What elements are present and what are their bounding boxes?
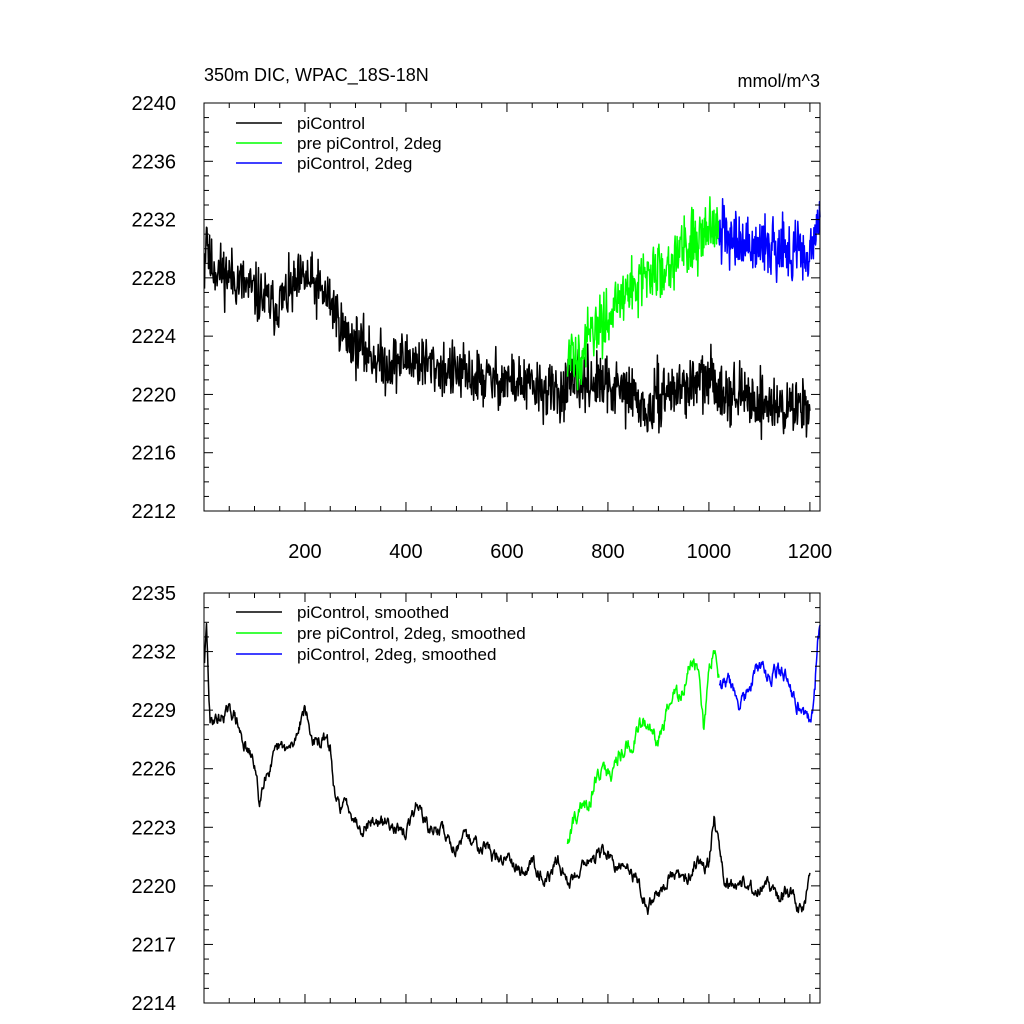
bottom-series-picontrol-smoothed: [203, 622, 811, 916]
top-series-picontrol-2deg: [718, 197, 821, 284]
top-legend-label-picontrol-2deg: piControl, 2deg: [297, 154, 412, 173]
bottom-ytick-label: 2223: [132, 817, 177, 839]
top-panel: 350m DIC, WPAC_18S-18N mmol/m^3 2212 2216…: [132, 65, 833, 563]
top-chart-units: mmol/m^3: [738, 71, 820, 91]
bottom-legend: piControl, smoothed pre piControl, 2deg,…: [236, 603, 526, 664]
top-ytick-label: 2232: [132, 210, 177, 232]
bottom-ytick-label: 2220: [132, 876, 177, 898]
top-xtick-label: 800: [591, 541, 624, 563]
bottom-series-picontrol-2deg-smoothed: [718, 624, 821, 723]
top-legend-label-pre-picontrol: pre piControl, 2deg: [297, 134, 442, 153]
bottom-tick-layer: [204, 592, 820, 1004]
top-ytick-label: 2228: [132, 268, 177, 290]
bottom-ytick-labels: 2214 2217 2220 2223 2226 2229 2232 2235: [132, 583, 177, 1015]
top-xtick-label: 200: [288, 541, 321, 563]
bottom-legend-label-picontrol-2deg-smoothed: piControl, 2deg, smoothed: [297, 645, 496, 664]
bottom-legend-label-pre-picontrol-smoothed: pre piControl, 2deg, smoothed: [297, 624, 526, 643]
top-xtick-label: 1200: [788, 541, 833, 563]
top-ytick-label: 2236: [132, 151, 177, 173]
bottom-series-layer: [203, 622, 821, 916]
top-xtick-label: 600: [490, 541, 523, 563]
bottom-ytick-label: 2235: [132, 583, 177, 605]
top-ytick-label: 2216: [132, 443, 177, 465]
top-series-pre-picontrol-2deg: [566, 196, 720, 391]
bottom-ytick-label: 2229: [132, 700, 177, 722]
bottom-ytick-label: 2232: [132, 642, 177, 664]
top-ytick-label: 2220: [132, 384, 177, 406]
top-legend: piControl pre piControl, 2deg piControl,…: [236, 114, 442, 173]
top-ytick-labels: 2212 2216 2220 2224 2228 2232 2236 2240: [132, 93, 177, 523]
bottom-panel: 2214 2217 2220 2223 2226 2229 2232 2235 piContr…: [132, 583, 821, 1015]
top-plot-frame: [203, 102, 821, 512]
bottom-ytick-label: 2217: [132, 934, 177, 956]
bottom-plot-frame: [203, 592, 821, 1004]
bottom-ytick-label: 2226: [132, 759, 177, 781]
bottom-legend-label-picontrol-smoothed: piControl, smoothed: [297, 603, 449, 622]
top-xtick-label: 400: [389, 541, 422, 563]
top-chart-title: 350m DIC, WPAC_18S-18N: [204, 65, 429, 86]
top-ytick-label: 2240: [132, 93, 177, 115]
bottom-series-pre-picontrol-2deg-smoothed: [566, 649, 720, 845]
top-ytick-label: 2212: [132, 501, 177, 523]
top-ytick-label: 2224: [132, 326, 177, 348]
top-xtick-label: 1000: [687, 541, 732, 563]
top-xtick-labels: 200 400 600 800 1000 1200: [288, 541, 832, 563]
top-legend-label-picontrol: piControl: [297, 114, 365, 133]
top-series-picontrol: [203, 226, 811, 441]
bottom-ytick-label: 2214: [132, 993, 177, 1015]
top-series-layer: [203, 196, 821, 441]
top-tick-layer: [204, 102, 820, 512]
